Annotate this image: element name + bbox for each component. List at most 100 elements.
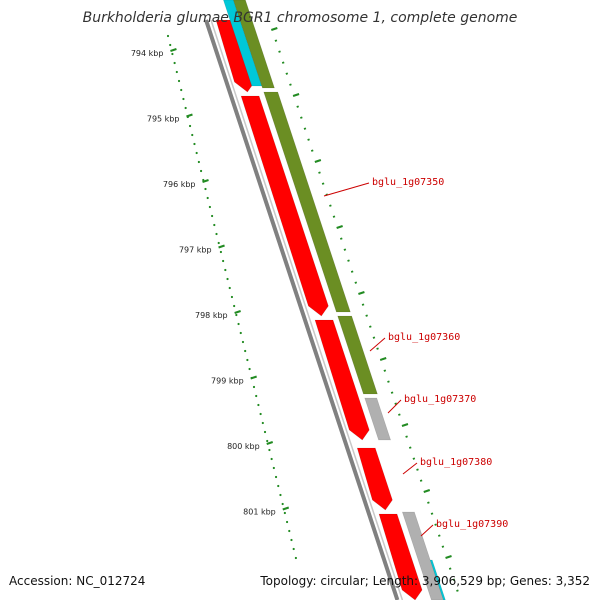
outer-tick <box>289 83 292 86</box>
scale-tick <box>219 250 223 254</box>
outer-tick <box>376 347 379 350</box>
scale-tick <box>252 385 256 389</box>
accession-text: Accession: NC_012724 <box>9 574 146 588</box>
outer-tick <box>274 39 278 42</box>
scale-tick <box>226 277 229 281</box>
cds-arrow-red <box>314 319 370 441</box>
outer-tick <box>401 423 409 427</box>
outer-tick <box>437 534 441 537</box>
outer-tick <box>321 182 325 185</box>
kbp-major-tick <box>186 113 193 118</box>
scale-tick <box>177 79 181 83</box>
outer-tick <box>354 281 358 284</box>
outer-tick <box>456 589 459 592</box>
scale-tick <box>195 151 198 155</box>
gray-feature-band <box>364 397 392 441</box>
outer-tick <box>452 578 456 581</box>
scale-tick <box>171 52 174 56</box>
scale-tick <box>166 34 170 38</box>
scale-tick <box>215 232 218 236</box>
outer-tick <box>369 325 372 328</box>
olive-feature-band <box>233 0 275 89</box>
outer-tick <box>278 50 281 53</box>
outer-tick <box>329 204 332 207</box>
kbp-major-tick <box>250 375 257 380</box>
kbp-major-tick <box>218 244 225 249</box>
outer-tick <box>379 357 387 361</box>
scale-tick <box>259 412 262 416</box>
scale-tick <box>197 160 200 164</box>
outer-tick <box>296 105 300 108</box>
scale-tick <box>270 457 273 461</box>
outer-tick <box>430 512 434 515</box>
outer-tick <box>405 435 408 438</box>
outer-tick <box>281 61 285 64</box>
scale-tick <box>277 484 280 488</box>
outer-tick <box>332 215 336 218</box>
kbp-label: 801 kbp <box>243 508 276 517</box>
outer-tick <box>343 248 347 251</box>
outer-tick <box>285 72 289 75</box>
kbp-label: 796 kbp <box>163 180 196 189</box>
gene-leader-line <box>369 337 386 352</box>
cyan-feature-band <box>223 0 263 87</box>
scale-tick <box>184 106 187 110</box>
scale-tick <box>228 286 231 290</box>
gene-leader-line <box>323 182 370 197</box>
kbp-major-tick <box>202 179 209 183</box>
scale-tick <box>244 349 247 353</box>
scale-tick <box>255 394 258 398</box>
kbp-major-tick <box>170 48 177 52</box>
scale-tick <box>248 367 251 371</box>
scale-tick <box>288 529 291 533</box>
scale-tick <box>266 439 269 443</box>
scale-tick <box>222 259 225 263</box>
kbp-label: 794 kbp <box>131 49 164 58</box>
outer-tick <box>423 489 431 493</box>
backbone-highlight <box>210 19 404 600</box>
scale-tick <box>235 313 238 317</box>
scale-tick <box>173 61 176 65</box>
scale-tick <box>224 268 227 272</box>
scale-tick <box>281 502 284 506</box>
scale-tick <box>208 205 211 209</box>
outer-tick <box>347 259 350 262</box>
outer-tick <box>310 149 314 152</box>
scale-tick <box>182 97 185 101</box>
gene-label: bglu_1g07360 <box>388 332 460 343</box>
gene-label: bglu_1g07390 <box>436 519 508 530</box>
gene-leader-line <box>420 524 434 537</box>
scale-tick <box>290 538 293 542</box>
scale-tick <box>191 133 194 137</box>
outer-tick <box>270 27 278 31</box>
outer-tick <box>408 446 412 449</box>
scale-tick <box>188 124 192 128</box>
olive-feature-band <box>337 315 378 395</box>
gray-feature-band <box>401 511 444 600</box>
genome-stats-text: Topology: circular; Length: 3,906,529 bp… <box>260 574 590 588</box>
scale-tick <box>274 475 278 479</box>
scale-tick <box>175 70 178 74</box>
outer-tick <box>365 314 368 317</box>
scale-tick <box>263 430 267 434</box>
scale-tick <box>241 340 245 344</box>
kbp-label: 799 kbp <box>211 377 244 386</box>
outer-tick <box>441 545 445 548</box>
scale-tick <box>204 187 207 191</box>
cds-arrow-red <box>378 513 423 600</box>
kbp-major-tick <box>234 310 241 314</box>
scale-tick <box>272 466 275 470</box>
scale-tick <box>283 511 286 515</box>
outer-tick <box>383 369 387 372</box>
outer-tick <box>339 237 343 240</box>
kbp-major-tick <box>266 441 274 445</box>
outer-tick <box>318 171 321 174</box>
gene-leader-line <box>387 399 402 414</box>
olive-feature-band <box>263 91 351 313</box>
outer-tick <box>336 225 343 229</box>
outer-tick <box>303 127 307 130</box>
scale-tick <box>211 214 214 218</box>
scale-tick <box>237 322 240 326</box>
scale-tick <box>294 556 297 560</box>
outer-tick <box>434 523 437 526</box>
